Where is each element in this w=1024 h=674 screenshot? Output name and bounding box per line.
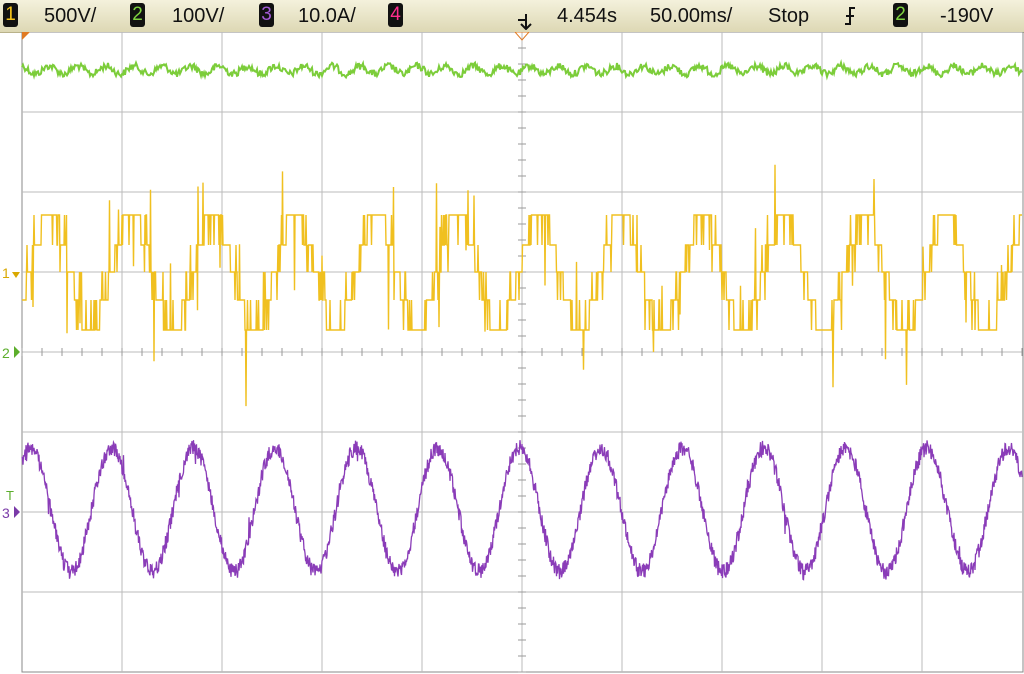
ch3-badge[interactable]: 3: [259, 3, 274, 27]
trigger-edge-icon: [845, 7, 855, 25]
time-scale[interactable]: 50.00ms/: [650, 5, 733, 27]
ch1-trace: [22, 164, 1022, 407]
trigger-level[interactable]: -190V: [940, 5, 994, 27]
ch3-trace: [21, 439, 1023, 581]
ch2-trace: [21, 58, 1023, 81]
ch2-ground-marker: 2: [2, 345, 10, 361]
run-state[interactable]: Stop: [768, 5, 810, 27]
graticule: [21, 32, 1023, 673]
trigger-source[interactable]: 2: [893, 3, 908, 27]
ch3-marker-arrow: [14, 506, 20, 518]
ch1-offset-marker: [22, 32, 30, 40]
time-offset[interactable]: 4.454s: [557, 5, 618, 27]
trigger-time-marker: [514, 32, 530, 41]
ch3-ground-marker: 3: [2, 505, 10, 521]
ch2-marker-arrow: [14, 346, 20, 358]
trigger-position-icon: [518, 14, 532, 30]
ch2-scale[interactable]: 100V/: [172, 5, 225, 27]
trigger-level-marker: T: [6, 488, 14, 503]
waveforms: [21, 58, 1023, 581]
scope-screen: 1 2 T 3: [2, 32, 1024, 673]
ch1-marker-arrow: [12, 272, 20, 278]
ch2-badge[interactable]: 2: [130, 3, 145, 27]
status-bar: 1 500V/ 2 100V/ 3 10.0A/ 4 4.454s 50.00m…: [0, 0, 1024, 33]
ch1-badge[interactable]: 1: [3, 3, 18, 27]
ch4-badge[interactable]: 4: [388, 3, 403, 27]
ch1-scale[interactable]: 500V/: [44, 5, 97, 27]
ch1-ground-marker: 1: [2, 265, 10, 281]
ch3-scale[interactable]: 10.0A/: [298, 5, 356, 27]
